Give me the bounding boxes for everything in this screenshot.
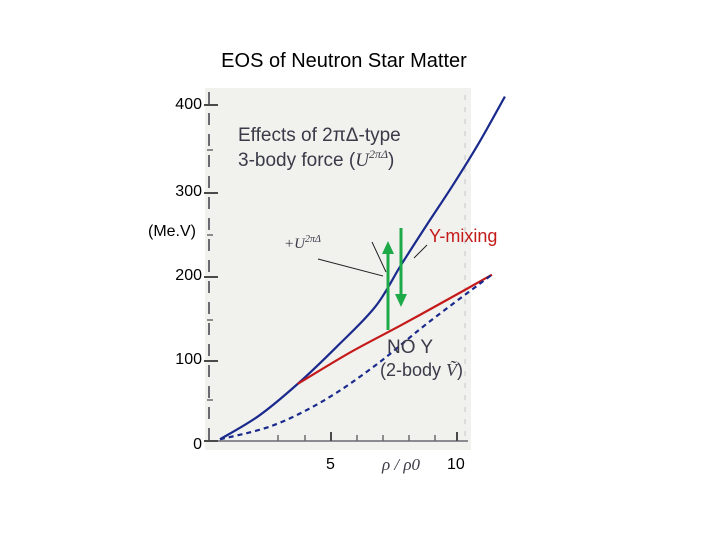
xtick-label-10: 10 xyxy=(447,456,465,473)
two-body-v: Ṽ xyxy=(446,360,459,380)
down-arrow-head xyxy=(395,294,407,307)
y-axis-label: (Me.V) xyxy=(148,223,196,240)
plot-background xyxy=(205,88,471,450)
u-annotation: +U2πΔ xyxy=(284,234,321,252)
ytick-label-400: 400 xyxy=(175,96,202,113)
ymix-leader-line xyxy=(413,244,428,259)
page-title: EOS of Neutron Star Matter xyxy=(221,50,467,72)
series-y-mixing xyxy=(297,273,493,385)
effects-sup: 2πΔ xyxy=(369,147,388,161)
effects-line2-text: 3-body force ( xyxy=(238,150,356,171)
effects-close: ) xyxy=(388,150,394,171)
ytick-label-200: 200 xyxy=(175,267,202,284)
series-no-y-2body xyxy=(219,273,493,441)
u-sup: 2πΔ xyxy=(305,234,321,245)
u-leader-line xyxy=(317,258,384,277)
effects-annotation-line1: Effects of 2πΔ-type xyxy=(238,125,401,146)
u-label: +U xyxy=(284,236,306,252)
ytick-label-0: 0 xyxy=(193,436,202,453)
two-body-close: ) xyxy=(457,360,463,380)
effects-annotation-line2: 3-body force (U2πΔ) xyxy=(238,147,394,171)
effects-u: U xyxy=(355,150,370,171)
up-arrow-head xyxy=(382,241,394,254)
up-arrow xyxy=(382,241,394,330)
no-y-label: NO Y xyxy=(387,337,433,358)
ytick-label-300: 300 xyxy=(175,183,202,200)
y-mixing-label: Y-mixing xyxy=(429,226,497,246)
ytick-label-100: 100 xyxy=(175,351,202,368)
two-body-text: (2-body xyxy=(380,360,446,380)
down-arrow xyxy=(395,228,407,307)
u-leader-line xyxy=(371,241,387,273)
xtick-label-5: 5 xyxy=(326,456,335,473)
two-body-label: (2-body Ṽ) xyxy=(380,360,463,380)
x-axis-label: ρ / ρ0 xyxy=(381,455,421,474)
